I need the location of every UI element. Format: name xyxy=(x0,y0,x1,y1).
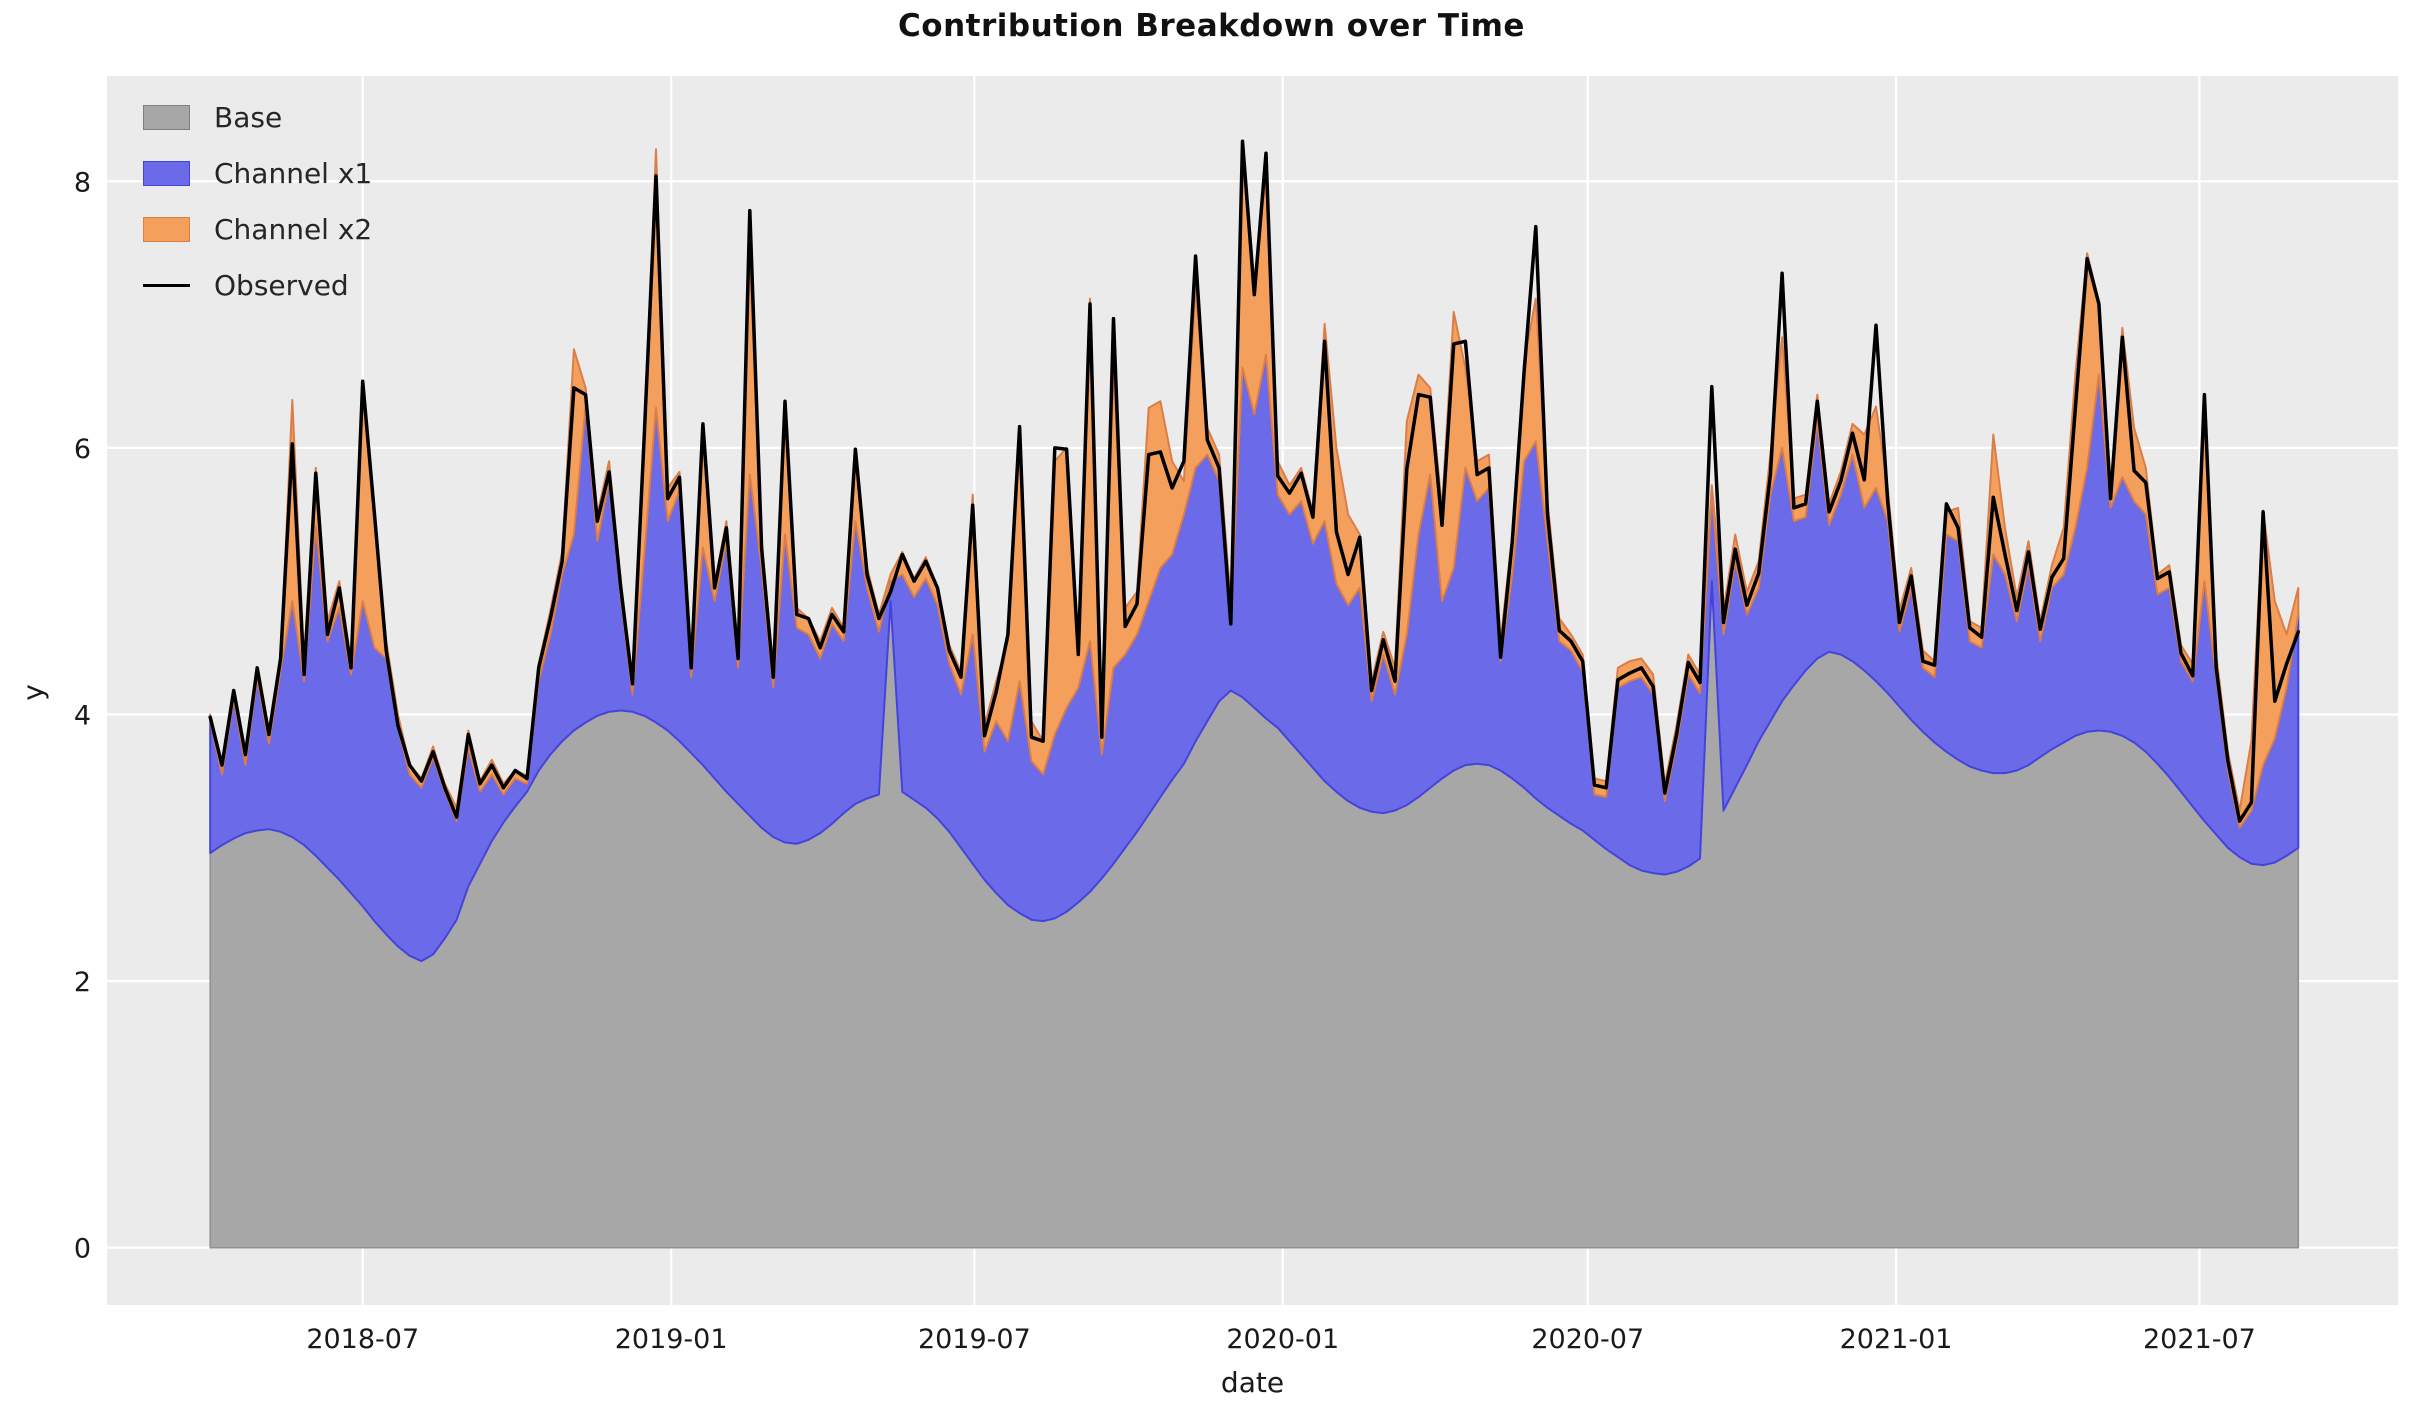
x-tick-label: 2020-07 xyxy=(1531,1324,1644,1355)
x-axis-label: date xyxy=(1220,1366,1285,1399)
legend-item-base: Base xyxy=(143,96,372,138)
observed-line xyxy=(208,139,2301,823)
legend-label-base: Base xyxy=(214,100,283,134)
y-tick-label: 2 xyxy=(74,967,91,998)
legend-label-channel-x2: Channel x2 xyxy=(214,212,373,246)
observed-line-icon xyxy=(143,283,190,287)
legend: Base Channel x1 Channel x2 Observed xyxy=(143,96,372,306)
legend-item-channel-x1: Channel x1 xyxy=(143,152,372,194)
legend-label-channel-x1: Channel x1 xyxy=(214,156,373,190)
x-tick-label: 2019-01 xyxy=(615,1324,728,1355)
channel-x1-swatch-icon xyxy=(143,160,190,186)
y-tick-label: 8 xyxy=(74,167,91,198)
x-tick-label: 2019-07 xyxy=(918,1324,1031,1355)
x-tick-label: 2021-07 xyxy=(2143,1324,2256,1355)
y-tick-label: 4 xyxy=(74,700,91,731)
y-tick-label: 0 xyxy=(74,1234,91,1265)
legend-item-channel-x2: Channel x2 xyxy=(143,208,372,250)
y-axis-label: y xyxy=(16,684,50,701)
legend-label-observed: Observed xyxy=(214,268,349,302)
base-swatch-icon xyxy=(143,104,190,130)
x-tick-label: 2018-07 xyxy=(306,1324,419,1355)
x-tick-label: 2021-01 xyxy=(1840,1324,1953,1355)
legend-item-observed: Observed xyxy=(143,264,372,306)
chart-title: Contribution Breakdown over Time xyxy=(898,8,1525,44)
x-tick-label: 2020-01 xyxy=(1226,1324,1339,1355)
channel-x2-swatch-icon xyxy=(143,216,190,242)
y-tick-label: 6 xyxy=(74,434,91,465)
